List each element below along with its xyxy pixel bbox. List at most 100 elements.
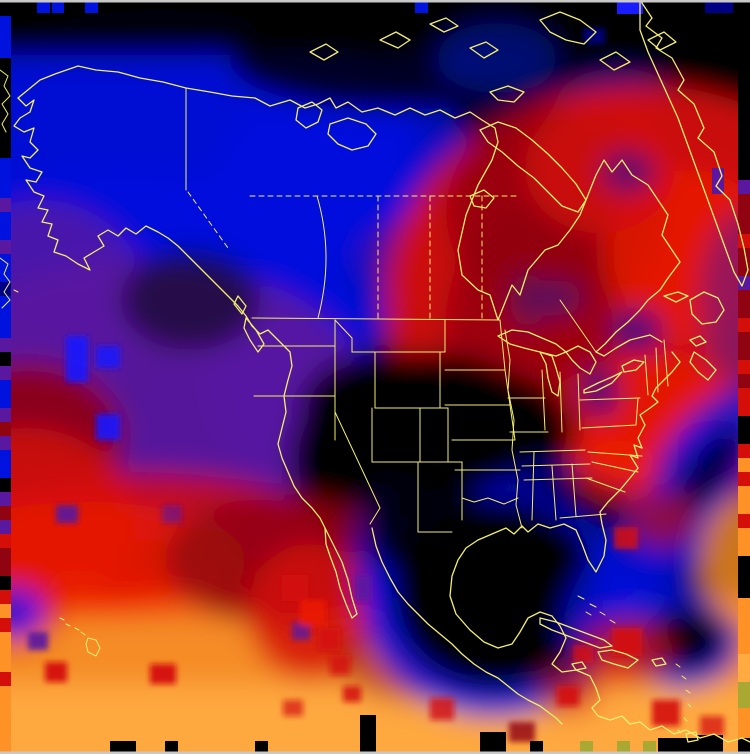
heat-cell (0, 604, 11, 618)
heat-cell (0, 58, 11, 158)
heat-cell (738, 528, 750, 556)
heat-cell (0, 296, 11, 338)
island-hispaniola (597, 649, 639, 669)
heat-cell (697, 735, 723, 754)
heat-cell (0, 450, 11, 478)
coastline-arctic-hudson (17, 65, 681, 357)
coastline-greenland (639, 0, 749, 287)
heat-cell (420, 374, 576, 490)
heat-cell (738, 738, 750, 754)
grid-cells-soft-layer (28, 28, 724, 742)
border-wy-box (374, 351, 449, 409)
heat-cell (530, 741, 543, 754)
island-victoria (327, 117, 377, 151)
heat-cell (37, 0, 50, 13)
heat-cell (96, 346, 120, 368)
heat-cell (0, 506, 11, 520)
heat-cell (165, 741, 178, 754)
border-ne-ks-ok (451, 439, 521, 505)
lake-erie (583, 371, 623, 394)
island-newfoundland (689, 291, 725, 325)
island-puerto-rico (651, 657, 667, 667)
heat-cell (28, 632, 48, 650)
border-new-england (644, 339, 669, 396)
frame-top (0, 0, 750, 3)
island-baffin (479, 121, 587, 213)
heat-cell (0, 380, 11, 408)
heat-cell (343, 686, 361, 702)
heat-cell (712, 168, 724, 194)
heat-cell (355, 575, 371, 601)
heat-cell (580, 741, 593, 754)
island-jamaica (571, 661, 587, 671)
heat-cell (738, 486, 750, 514)
heat-cell (738, 682, 750, 708)
heat-cell (0, 520, 11, 534)
border-dakotas (444, 319, 516, 441)
heat-cell (738, 248, 750, 276)
heat-cell (52, 0, 64, 13)
heat-cell (85, 0, 98, 13)
island-haida-gwaii (233, 295, 247, 315)
lake-huron (565, 345, 597, 375)
heat-cell (611, 308, 663, 352)
lake-michigan (539, 351, 561, 397)
heat-cell (738, 444, 750, 458)
coastline-siberia-fragment-north (0, 69, 11, 133)
islands-bahamas (577, 595, 616, 624)
border-on-qc (559, 299, 597, 353)
heat-cell (738, 514, 750, 528)
heat-cell (738, 276, 750, 290)
heat-cell (738, 458, 750, 472)
heat-cell (738, 708, 750, 738)
coastline-mexico-pacific (371, 527, 563, 725)
heat-cell (56, 505, 78, 523)
heat-cell (510, 272, 546, 328)
heat-cell (430, 698, 454, 720)
coastline-east-gulf-central-america (449, 351, 750, 743)
heat-cell (700, 716, 724, 736)
heat-cell (120, 250, 260, 350)
heat-cell (538, 280, 582, 316)
border-carolinas (585, 451, 643, 493)
heat-cell (738, 598, 750, 654)
border-mid-atlantic (579, 397, 641, 429)
heat-cell (0, 618, 11, 632)
heat-cell (0, 366, 11, 380)
heat-cell (66, 336, 88, 382)
arctic-islet-1 (379, 31, 411, 49)
border-us-canada-49th (251, 317, 501, 321)
border-ia-mo (507, 397, 549, 433)
heat-cell (0, 240, 11, 254)
island-vancouver (243, 317, 265, 353)
heat-cell (738, 332, 750, 360)
heat-cell (705, 0, 733, 13)
heat-cell (255, 741, 268, 754)
heat-cell (0, 478, 11, 492)
heat-cell (509, 722, 535, 742)
heat-cell (0, 422, 11, 436)
heat-cell (437, 23, 557, 93)
border-mississippi-river (504, 329, 523, 529)
heat-cell (0, 16, 11, 58)
heat-cell (626, 492, 698, 548)
heat-cell (738, 180, 750, 194)
heat-cell (700, 210, 750, 390)
heat-cell (150, 664, 176, 684)
heat-cell (738, 290, 750, 318)
arctic-islet-4 (469, 41, 499, 59)
heat-cell (0, 338, 11, 352)
islands-hawaii (59, 617, 101, 657)
border-mt-id-diag (334, 319, 353, 353)
island-pei (689, 335, 707, 347)
heat-cell (700, 496, 750, 624)
heat-cell (576, 440, 660, 500)
heat-cell (0, 548, 11, 576)
heat-cell (617, 0, 643, 14)
border-gulf-states (531, 451, 607, 521)
island-ellesmere (539, 11, 597, 45)
